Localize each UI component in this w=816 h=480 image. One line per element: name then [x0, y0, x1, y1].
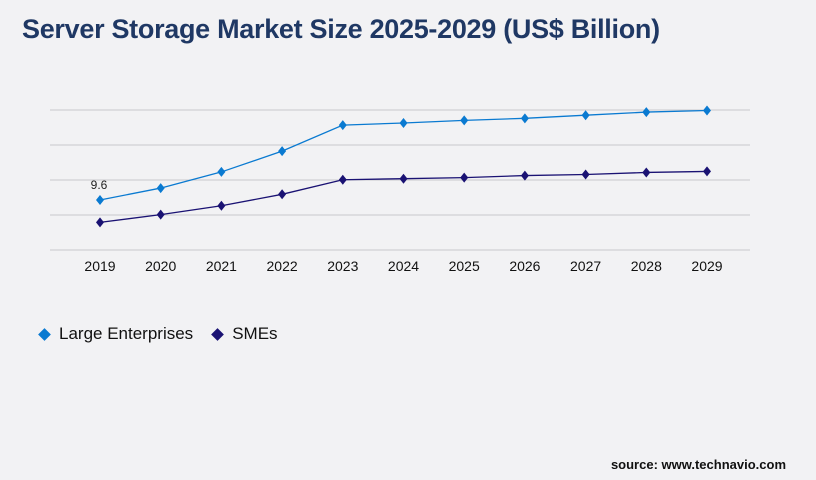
- x-tick-label: 2021: [206, 258, 237, 274]
- legend-marker-icon: [211, 327, 225, 341]
- data-point: [217, 200, 226, 211]
- data-point: [581, 110, 590, 121]
- data-point: [460, 115, 469, 126]
- legend-marker-icon: [38, 327, 51, 341]
- data-point: [520, 113, 529, 124]
- data-point: [520, 170, 529, 181]
- data-point: [642, 167, 651, 178]
- x-tick-label: 2028: [631, 258, 662, 274]
- x-tick-label: 2023: [327, 258, 358, 274]
- data-point: [581, 169, 590, 180]
- data-point: [399, 118, 408, 129]
- data-point: [338, 174, 347, 185]
- data-point: [642, 107, 651, 118]
- data-label: 9.6: [91, 178, 108, 192]
- data-point: [278, 146, 287, 157]
- source-note: source: www.technavio.com: [610, 457, 786, 472]
- data-point: [703, 105, 711, 116]
- legend: Large Enterprises SMEs: [38, 324, 278, 344]
- x-tick-label: 2024: [388, 258, 419, 274]
- data-point: [156, 209, 165, 220]
- data-point: [156, 183, 165, 194]
- x-tick-label: 2019: [84, 258, 115, 274]
- x-tick-label: 2020: [145, 258, 176, 274]
- x-tick-label: 2025: [449, 258, 480, 274]
- x-tick-label: 2022: [267, 258, 298, 274]
- x-tick-label: 2027: [570, 258, 601, 274]
- data-point: [217, 166, 226, 177]
- legend-label: SMEs: [232, 324, 278, 343]
- x-tick-label: 2029: [691, 258, 722, 274]
- data-point: [96, 195, 104, 206]
- data-point: [460, 172, 469, 183]
- data-point: [399, 173, 408, 184]
- chart-title: Server Storage Market Size 2025-2029 (US…: [22, 14, 660, 44]
- data-point: [278, 189, 287, 200]
- data-point: [703, 166, 711, 177]
- legend-item-large-enterprises[interactable]: Large Enterprises: [38, 324, 194, 344]
- legend-label: Large Enterprises: [59, 324, 194, 343]
- data-point: [96, 217, 104, 228]
- legend-item-smes[interactable]: SMEs: [211, 324, 278, 344]
- data-point: [338, 120, 347, 131]
- x-tick-label: 2026: [509, 258, 540, 274]
